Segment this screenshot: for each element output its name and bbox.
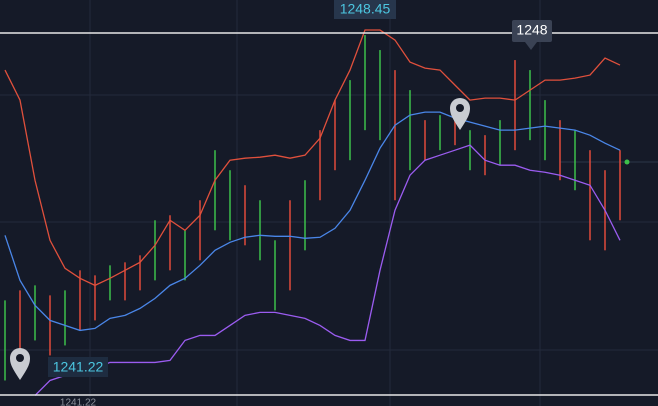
high-label-box — [334, 0, 396, 19]
labels: 1248.45 1248 1241.22 1241.22 — [48, 0, 552, 406]
low-label-box — [48, 357, 108, 377]
pin-icon — [450, 98, 470, 130]
marker-label: 1248 — [516, 22, 547, 38]
pin-hole — [16, 354, 24, 362]
band-line — [4, 111, 621, 332]
last-point — [624, 159, 630, 165]
band-line — [34, 144, 621, 396]
pin-hole — [456, 104, 464, 112]
plot — [0, 29, 658, 396]
high-label: 1248.45 — [340, 1, 391, 17]
low-caption: 1241.22 — [60, 398, 97, 406]
band-line — [4, 29, 621, 287]
marker-label-box — [512, 20, 552, 42]
marker-pointer — [525, 42, 537, 50]
pins — [10, 98, 470, 380]
low-label: 1241.22 — [53, 359, 104, 375]
pin-icon — [10, 348, 30, 380]
